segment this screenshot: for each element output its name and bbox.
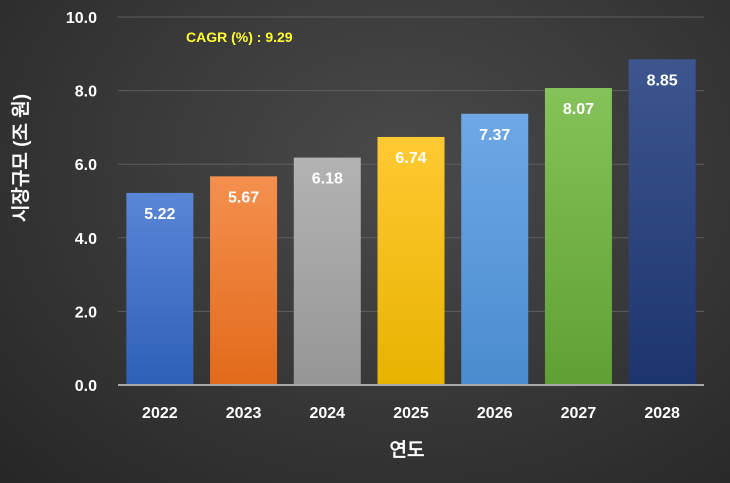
bar-2027 [544,88,612,386]
cagr-annotation: CAGR (%) : 9.29 [186,29,293,45]
bar-2023 [210,176,278,385]
y-tick-label: 4.0 [75,231,97,248]
bar-2022 [126,192,194,385]
y-tick-label: 10.0 [66,10,97,27]
data-label: 8.85 [647,72,678,89]
x-tick-label: 2025 [393,405,429,422]
data-label: 8.07 [563,101,594,118]
x-tick-label: 2024 [309,405,345,422]
data-label: 5.22 [144,206,175,223]
data-label: 6.18 [312,171,343,188]
data-label: 7.37 [479,127,510,144]
y-axis-label: 시장규모 (조 원) [10,94,32,222]
y-tick-label: 0.0 [75,378,97,395]
x-axis-label: 연도 [390,439,425,461]
bar-2026 [461,113,529,385]
x-tick-label: 2026 [477,405,513,422]
x-tick-label: 2023 [226,405,262,422]
bar-2028 [628,59,696,385]
x-tick-label: 2022 [142,405,178,422]
data-label: 5.67 [228,189,259,206]
data-label: 6.74 [395,150,426,167]
bar-2025 [377,136,445,385]
bar-2024 [293,157,361,385]
x-tick-label: 2027 [561,405,597,422]
x-tick-label: 2028 [644,405,680,422]
y-tick-label: 2.0 [75,304,97,321]
y-tick-label: 6.0 [75,157,97,174]
y-tick-label: 8.0 [75,84,97,101]
